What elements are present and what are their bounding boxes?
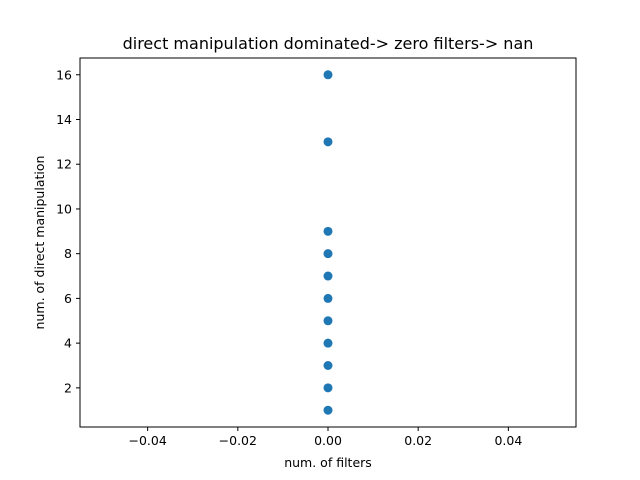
x-tick-label: 0.02 [404, 433, 432, 448]
data-point-2 [323, 361, 333, 370]
x-tick-label: −0.04 [128, 433, 166, 448]
y-tick-label: 6 [64, 291, 72, 306]
data-point-9 [323, 137, 333, 147]
y-tick-label: 14 [56, 112, 72, 127]
y-tick-label: 8 [64, 246, 72, 261]
data-point-7 [323, 249, 333, 259]
y-axis-label: num. of direct manipulation [32, 156, 47, 330]
y-tick-label: 2 [64, 380, 72, 395]
x-tick-label: −0.02 [219, 433, 257, 448]
y-tick-label: 10 [56, 201, 72, 216]
data-point-6 [323, 271, 333, 281]
data-point-8 [323, 226, 333, 236]
data-point-1 [323, 383, 333, 393]
data-point-3 [323, 338, 333, 348]
x-tick-label: 0.04 [494, 433, 522, 448]
data-point-10 [323, 70, 333, 80]
data-point-5 [323, 293, 333, 303]
data-point-4 [323, 316, 333, 326]
y-tick-label: 16 [56, 67, 72, 82]
data-point-0 [323, 405, 333, 415]
chart-title: direct manipulation dominated-> zero fil… [123, 34, 534, 53]
y-tick-label: 4 [64, 336, 72, 351]
y-tick-label: 12 [56, 157, 72, 172]
x-axis-label: num. of filters [284, 455, 372, 470]
x-tick-label: 0.00 [314, 433, 342, 448]
